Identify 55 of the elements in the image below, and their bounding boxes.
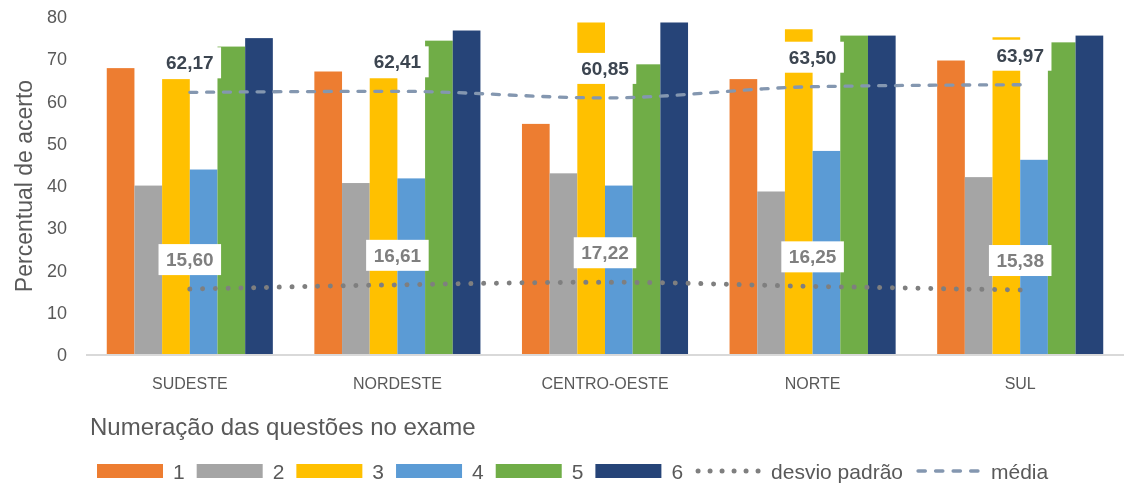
bar bbox=[729, 79, 758, 355]
legend-label: 3 bbox=[372, 459, 385, 483]
bar bbox=[867, 35, 896, 355]
bar bbox=[217, 46, 246, 355]
bar bbox=[964, 177, 993, 355]
x-tick-label: NORTE bbox=[784, 374, 841, 392]
data-label: 60,85 bbox=[581, 57, 630, 79]
bar bbox=[757, 191, 785, 355]
x-tick-label: NORDESTE bbox=[352, 374, 442, 392]
x-axis-title: Numeração das questões no exame bbox=[90, 412, 476, 440]
data-label: 63,97 bbox=[996, 44, 1044, 66]
bar bbox=[1047, 42, 1076, 355]
data-label: 16,25 bbox=[788, 246, 837, 268]
y-tick-label: 30 bbox=[46, 218, 67, 239]
bar bbox=[245, 38, 273, 355]
legend-label: desvio padrão bbox=[771, 459, 904, 483]
legend-label: 5 bbox=[571, 459, 584, 483]
x-tick-label: SUL bbox=[1004, 374, 1036, 392]
data-label: 62,41 bbox=[373, 51, 422, 73]
legend-label: 1 bbox=[173, 459, 185, 483]
x-tick-label: CENTRO-OESTE bbox=[541, 374, 669, 392]
y-tick-label: 40 bbox=[46, 176, 67, 196]
y-tick-label: 50 bbox=[46, 133, 67, 154]
bar bbox=[106, 68, 135, 355]
bar bbox=[425, 40, 453, 355]
y-axis-title: Percentual de acerto bbox=[11, 79, 37, 293]
data-label: 17,22 bbox=[581, 242, 629, 264]
bar bbox=[660, 22, 689, 355]
data-label: 15,38 bbox=[996, 250, 1044, 272]
y-tick-label: 10 bbox=[46, 302, 67, 323]
bar bbox=[342, 183, 370, 355]
y-tick-label: 0 bbox=[56, 345, 67, 365]
bar bbox=[452, 30, 481, 355]
bar bbox=[521, 123, 550, 355]
legend-label: 4 bbox=[472, 459, 485, 483]
y-tick-label: 80 bbox=[46, 7, 67, 27]
data-label: 63,50 bbox=[788, 46, 837, 68]
bar bbox=[840, 35, 868, 355]
bar bbox=[549, 173, 578, 355]
y-tick-label: 20 bbox=[46, 260, 67, 281]
bar bbox=[134, 185, 163, 355]
line-series bbox=[188, 83, 1022, 100]
y-tick-label: 70 bbox=[46, 49, 67, 70]
data-label: 15,60 bbox=[166, 249, 214, 271]
x-tick-label: SUDESTE bbox=[152, 374, 228, 392]
legend-label: 2 bbox=[272, 459, 285, 483]
data-label: 16,61 bbox=[373, 244, 422, 266]
legend-label: 6 bbox=[671, 459, 684, 483]
bar bbox=[1075, 35, 1104, 355]
y-tick-label: 60 bbox=[46, 91, 67, 112]
data-label: 62,17 bbox=[166, 52, 214, 74]
legend-label: média bbox=[991, 459, 1049, 483]
bar bbox=[937, 60, 965, 355]
bar bbox=[632, 64, 661, 355]
bar bbox=[314, 71, 343, 355]
